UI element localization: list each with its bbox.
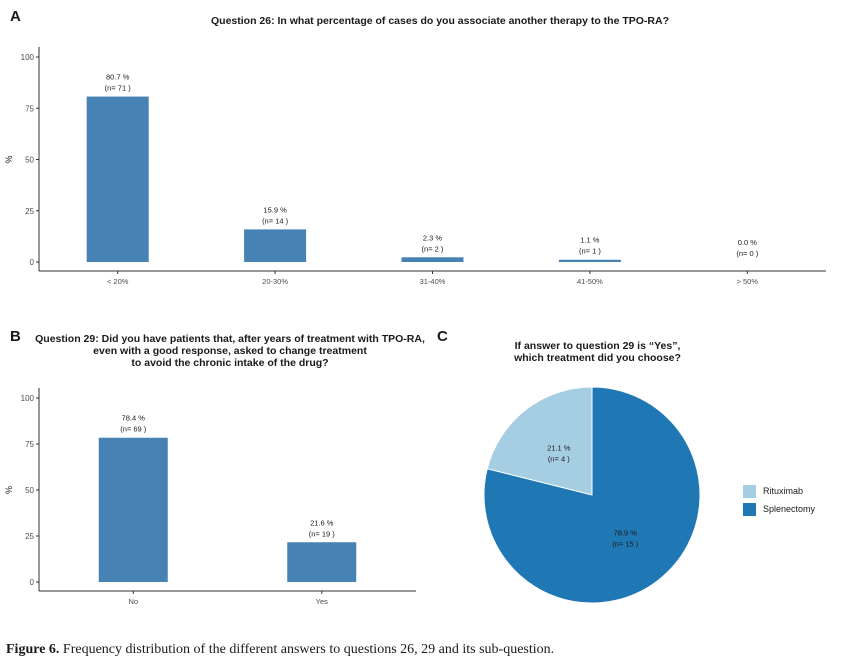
bar-percent-label: 21.6 % bbox=[310, 518, 334, 527]
x-tick-label: 41-50% bbox=[577, 277, 603, 286]
slice-percent-label: 78.9 % bbox=[614, 529, 638, 538]
y-tick-label: 75 bbox=[25, 440, 34, 449]
y-tick-label: 75 bbox=[25, 104, 34, 113]
bar-percent-label: 15.9 % bbox=[263, 205, 287, 214]
x-tick-label: No bbox=[128, 597, 138, 606]
bar-count-label: (n= 14 ) bbox=[262, 216, 289, 225]
pie-slice bbox=[483, 386, 701, 604]
bar-count-label: (n= 69 ) bbox=[120, 425, 147, 434]
x-tick-label: 20-30% bbox=[262, 277, 288, 286]
bar-count-label: (n= 71 ) bbox=[105, 84, 132, 93]
bar-count-label: (n= 1 ) bbox=[579, 247, 601, 256]
bar-count-label: (n= 0 ) bbox=[736, 249, 758, 258]
y-tick-label: 25 bbox=[25, 207, 34, 216]
chart-question-26: 0 25 50 75 100% < 20% 80.7 % (n= 71 ) 20-30% 15.9… bbox=[4, 47, 826, 286]
legend-item-rituximab: Rituximab bbox=[743, 482, 815, 500]
panel-c-title: If answer to question 29 is “Yes”, which… bbox=[480, 340, 715, 364]
panel-c-title-line: which treatment did you choose? bbox=[514, 352, 681, 364]
bar bbox=[244, 229, 307, 262]
bar-percent-label: 2.3 % bbox=[423, 233, 443, 242]
caption-text: Frequency distribution of the different … bbox=[59, 642, 555, 657]
x-tick-label: Yes bbox=[316, 597, 328, 606]
x-tick-label: > 50% bbox=[737, 277, 759, 286]
panel-a-title: Question 26: In what percentage of cases… bbox=[180, 15, 700, 27]
panel-b-title-line: to avoid the chronic intake of the drug? bbox=[131, 357, 329, 369]
y-axis-label: % bbox=[4, 155, 14, 163]
slice-count-label: (n= 4 ) bbox=[548, 454, 570, 463]
figure-caption: Figure 6. Frequency distribution of the … bbox=[6, 642, 554, 658]
legend-item-splenectomy: Splenectomy bbox=[743, 500, 815, 518]
bar bbox=[401, 257, 464, 262]
panel-a-letter: A bbox=[10, 8, 21, 25]
legend-swatch bbox=[743, 484, 756, 498]
bar bbox=[287, 542, 357, 582]
y-tick-label: 0 bbox=[30, 578, 35, 587]
bar-percent-label: 0.0 % bbox=[738, 238, 758, 247]
legend-swatch bbox=[743, 502, 756, 516]
bar bbox=[86, 96, 149, 262]
panel-b-title: Question 29: Did you have patients that,… bbox=[30, 333, 430, 369]
y-tick-label: 50 bbox=[25, 486, 34, 495]
bar-percent-label: 78.4 % bbox=[122, 414, 146, 423]
bar bbox=[98, 437, 168, 582]
x-tick-label: 31-40% bbox=[420, 277, 446, 286]
bar-percent-label: 1.1 % bbox=[580, 236, 600, 245]
panel-b-letter: B bbox=[10, 328, 21, 345]
legend-label: Rituximab bbox=[763, 486, 804, 496]
slice-count-label: (n= 15 ) bbox=[612, 540, 639, 549]
y-tick-label: 100 bbox=[21, 53, 35, 62]
panel-b-title-line: even with a good response, asked to chan… bbox=[93, 345, 367, 357]
y-tick-label: 25 bbox=[25, 532, 34, 541]
panel-c-title-line: If answer to question 29 is “Yes”, bbox=[514, 340, 681, 352]
y-tick-label: 50 bbox=[25, 156, 34, 165]
y-tick-label: 0 bbox=[30, 258, 35, 267]
bar-percent-label: 80.7 % bbox=[106, 73, 130, 82]
legend-label: Splenectomy bbox=[763, 504, 816, 514]
panel-a-title-line: Question 26: In what percentage of cases… bbox=[210, 15, 669, 27]
bar-count-label: (n= 19 ) bbox=[309, 529, 336, 538]
bar bbox=[558, 259, 621, 262]
panel-b-title-line: Question 29: Did you have patients that,… bbox=[35, 333, 425, 345]
x-tick-label: < 20% bbox=[107, 277, 129, 286]
panel-c-letter: C bbox=[437, 328, 448, 345]
y-tick-label: 100 bbox=[21, 394, 35, 403]
bar-count-label: (n= 2 ) bbox=[422, 244, 444, 253]
pie-legend: Rituximab Splenectomy bbox=[743, 482, 815, 518]
caption-label: Figure 6. bbox=[6, 642, 60, 657]
y-axis-label: % bbox=[4, 486, 14, 494]
slice-percent-label: 21.1 % bbox=[547, 443, 571, 452]
pie-slice bbox=[486, 386, 593, 496]
